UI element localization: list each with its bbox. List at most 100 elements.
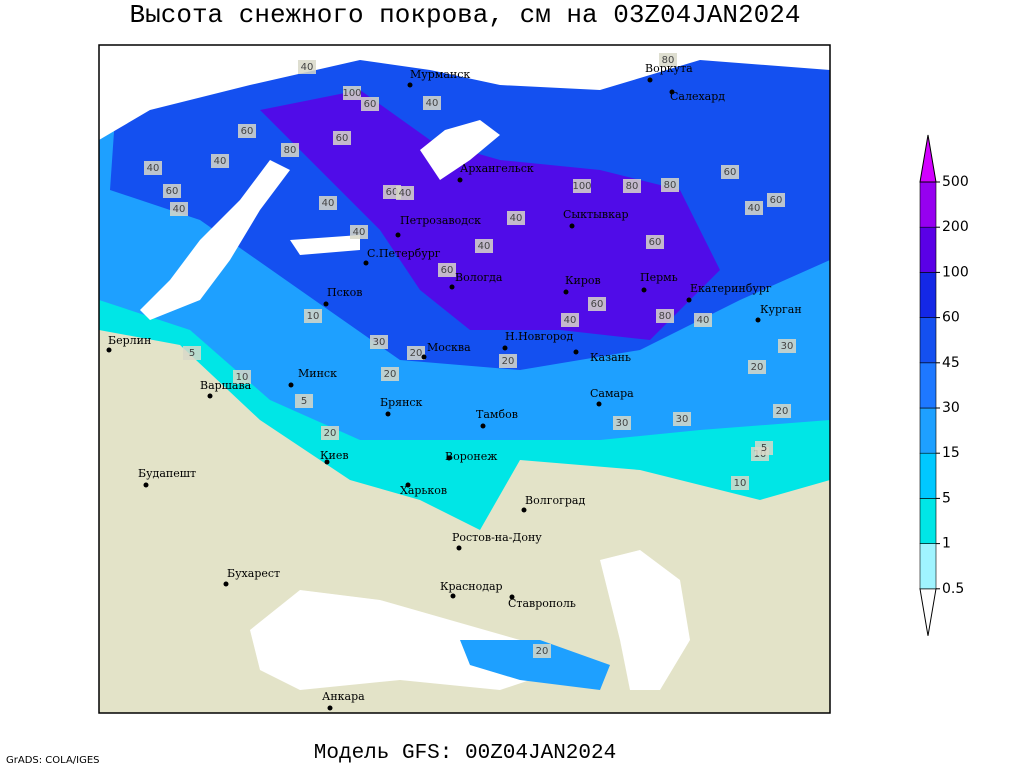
city-label: Краснодар [440, 580, 503, 593]
contour-label: 40 [301, 62, 314, 73]
contour-label: 40 [214, 156, 227, 167]
white-sea [420, 120, 500, 180]
city-dot [324, 459, 330, 465]
city-label: Воркута [645, 62, 693, 75]
contour-label-box [295, 394, 313, 408]
contour-label-box [533, 644, 551, 658]
contour-label-box [773, 404, 791, 418]
colorbar-label: 200 [942, 219, 969, 235]
city-label: Салехард [670, 90, 725, 103]
city-dot [385, 411, 391, 417]
city-dot [569, 223, 575, 229]
map-frame [98, 44, 831, 714]
colorbar-top-triangle [919, 134, 937, 183]
city-label: Мурманск [410, 68, 470, 81]
map-title: Высота снежного покрова, см на 03Z04JAN2… [130, 0, 801, 30]
city-dot [480, 423, 486, 429]
contour-label: 60 [386, 187, 399, 198]
credit: GrADS: COLA/IGES [6, 755, 100, 766]
contour-label-box [381, 367, 399, 381]
contour-label: 20 [324, 428, 337, 439]
city-label: Архангельск [460, 162, 534, 175]
city-label: Екатеринбург [690, 282, 772, 295]
colorbar-segment [919, 181, 937, 228]
contour-label-box [613, 416, 631, 430]
contour-label: 5 [189, 348, 195, 359]
colorbar-segment [919, 226, 937, 273]
city-dot [106, 347, 112, 353]
city-dot [641, 287, 647, 293]
city-dot [502, 345, 508, 351]
contour-label: 30 [616, 418, 629, 429]
city-label: Варшава [200, 379, 252, 392]
contour-label-box [673, 412, 691, 426]
contour-label: 40 [173, 204, 186, 215]
city-label: Харьков [400, 484, 447, 497]
contour-label-box [321, 426, 339, 440]
colorbar-bottom-triangle [919, 588, 937, 636]
city-dot [207, 393, 213, 399]
city-label: Петрозаводск [400, 214, 481, 227]
contour-label-box [163, 184, 181, 198]
contour-label-box [646, 235, 664, 249]
contour-label: 20 [502, 356, 515, 367]
contour-label-box [475, 239, 493, 253]
contour-label-box [748, 360, 766, 374]
colorbar-segment [919, 452, 937, 499]
snow-very-deep [260, 90, 720, 340]
contour-label: 100 [572, 181, 591, 192]
contour-label-box [659, 53, 677, 67]
contour-label-box [370, 335, 388, 349]
contour-label-box [438, 263, 456, 277]
colorbar-segment [919, 543, 937, 590]
city-label: Тамбов [476, 408, 518, 421]
contour-label: 30 [676, 414, 689, 425]
city-dot [407, 82, 413, 88]
city-label: Киев [320, 449, 349, 462]
contour-label-box [183, 346, 201, 360]
contour-label: 40 [697, 315, 710, 326]
contour-label: 60 [770, 195, 783, 206]
contour-label: 80 [284, 145, 297, 156]
contour-label: 20 [751, 362, 764, 373]
city-label: Бухарест [227, 567, 280, 580]
city-label: Н.Новгород [505, 330, 574, 343]
contour-label: 60 [591, 299, 604, 310]
city-label: Анкара [322, 690, 365, 703]
contour-label-box [319, 196, 337, 210]
colorbar-label: 100 [942, 264, 969, 280]
city-dot [450, 593, 456, 599]
colorbar-segment [919, 362, 937, 409]
city-label: Ставрополь [508, 597, 576, 610]
contour-label-box [623, 179, 641, 193]
city-label: Самара [590, 387, 634, 400]
city-dot [563, 289, 569, 295]
contour-label: 80 [664, 180, 677, 191]
city-label: Киров [565, 274, 601, 287]
colorbar-label: 60 [942, 310, 960, 326]
contour-label: 80 [662, 55, 675, 66]
city-label: Москва [427, 341, 471, 354]
contour-label-box [731, 476, 749, 490]
contour-label: 20 [536, 646, 549, 657]
contour-label-box [745, 201, 763, 215]
contour-label-box [396, 186, 414, 200]
city-label: Волгоград [525, 494, 585, 507]
contour-label-box [656, 309, 674, 323]
city-dot [596, 401, 602, 407]
city-label: Берлин [108, 334, 151, 347]
city-label: Будапешт [138, 467, 196, 480]
contour-label: 10 [236, 372, 249, 383]
city-label: Брянск [380, 396, 423, 409]
contour-label-box [588, 297, 606, 311]
caspian-sea [600, 550, 690, 690]
city-dot [143, 482, 149, 488]
colorbar-label: 1 [942, 536, 951, 552]
city-dot [573, 349, 579, 355]
contour-label-box [721, 165, 739, 179]
contour-label: 40 [748, 203, 761, 214]
contour-label-box [350, 225, 368, 239]
contour-label-box [767, 193, 785, 207]
colorbar-label: 500 [942, 174, 969, 190]
map-footer: Модель GFS: 00Z04JAN2024 [314, 742, 616, 765]
